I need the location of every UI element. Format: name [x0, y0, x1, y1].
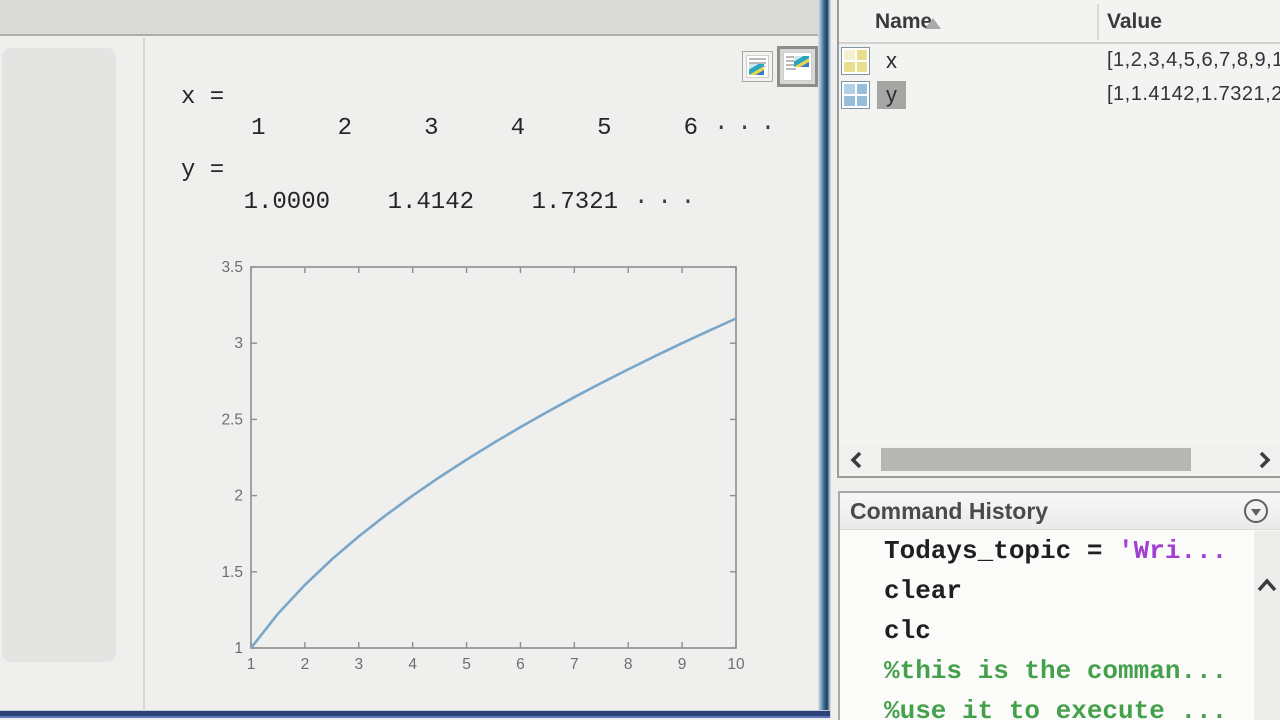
- editor-pane-divider[interactable]: [143, 38, 145, 710]
- output-side-by-side-toggle-button[interactable]: [777, 46, 818, 87]
- workspace-row[interactable]: y [1,1.4142,1.7321,2: [839, 78, 1280, 112]
- panel-menu-icon[interactable]: [1244, 499, 1268, 523]
- output-y-values: 1.0000 1.4142 1.7321 ···: [186, 189, 704, 216]
- numeric-matrix-icon-blue: [841, 81, 870, 109]
- variable-name[interactable]: y: [877, 81, 906, 109]
- workspace-column-name[interactable]: Name: [875, 10, 933, 33]
- history-item[interactable]: clc: [840, 611, 1254, 651]
- history-text-segment: 'Wri...: [1118, 536, 1228, 566]
- history-text-segment: clear: [884, 576, 963, 606]
- history-text-segment: clc: [884, 616, 931, 646]
- svg-text:6: 6: [516, 656, 525, 673]
- workspace-column-value[interactable]: Value: [1107, 10, 1162, 33]
- svg-text:1: 1: [247, 656, 256, 673]
- output-inline-icon: [746, 55, 769, 78]
- workspace-header: Name Value: [839, 0, 1280, 44]
- command-history-title: Command History: [850, 498, 1049, 524]
- output-value: 1.0000: [243, 189, 330, 216]
- output-value: 1.4142: [387, 189, 474, 216]
- workspace-rows: x [1,2,3,4,5,6,7,8,9,1 y [1,1.4142,1.7321,2: [839, 44, 1280, 112]
- output-y-label: y =: [181, 157, 225, 184]
- svg-text:2.5: 2.5: [221, 411, 243, 428]
- variable-name[interactable]: x: [886, 48, 897, 73]
- numeric-matrix-icon-yellow: [841, 47, 870, 75]
- svg-text:7: 7: [570, 656, 579, 673]
- history-item[interactable]: Todays_topic = 'Wri...: [840, 531, 1254, 571]
- svg-text:3: 3: [234, 335, 243, 352]
- sort-ascending-icon[interactable]: [925, 18, 941, 29]
- workspace-horizontal-scrollbar[interactable]: [839, 446, 1280, 473]
- history-item[interactable]: %use it to execute ...: [840, 691, 1254, 720]
- history-item[interactable]: clear: [840, 571, 1254, 611]
- plot-figure: 1 2 3 4 5 6 7 8 9 10 1 1.5 2 2.5 3 3.5: [221, 259, 745, 673]
- plot-figure-container: 1 2 3 4 5 6 7 8 9 10 1 1.5 2 2.5 3 3.5: [205, 253, 765, 673]
- scroll-up-icon[interactable]: [1255, 575, 1279, 599]
- window-right-border: [818, 0, 831, 718]
- output-value: 4: [510, 115, 525, 142]
- history-item[interactable]: %this is the comman...: [840, 651, 1254, 691]
- svg-text:2: 2: [234, 488, 243, 505]
- scroll-right-icon[interactable]: [1250, 446, 1278, 473]
- workspace-panel: Name Value x [1,2,3,4,5,6,7,8,9,1 y [1,1.41…: [837, 0, 1280, 478]
- editor-top-strip: [0, 0, 818, 36]
- output-value: 5: [597, 115, 612, 142]
- svg-text:5: 5: [462, 656, 471, 673]
- output-x-label: x =: [181, 84, 225, 111]
- column-divider[interactable]: [1097, 4, 1099, 40]
- svg-text:2: 2: [301, 656, 310, 673]
- svg-text:1: 1: [234, 640, 243, 657]
- variable-value[interactable]: [1,1.4142,1.7321,2: [1107, 83, 1280, 105]
- output-side-by-side-icon: [783, 52, 812, 81]
- scroll-left-icon[interactable]: [843, 446, 871, 473]
- command-history-header: Command History: [840, 493, 1280, 530]
- output-value: 6: [683, 115, 698, 142]
- editor-code-pane: [2, 48, 116, 662]
- command-history-scrollbar[interactable]: [1254, 531, 1280, 720]
- history-text-segment: Todays_topic =: [884, 536, 1119, 566]
- output-inline-toggle-button[interactable]: [742, 51, 773, 82]
- svg-text:8: 8: [624, 656, 633, 673]
- svg-text:10: 10: [727, 656, 745, 673]
- output-value: 1.7321: [531, 189, 618, 216]
- command-history-list: Todays_topic = 'Wri... clear clc %this is t…: [840, 531, 1254, 720]
- svg-text:1.5: 1.5: [221, 564, 243, 581]
- svg-text:3.5: 3.5: [221, 259, 243, 276]
- history-text-segment: %use it to execute ...: [884, 696, 1228, 720]
- svg-text:3: 3: [354, 656, 363, 673]
- window-bottom-border: [0, 710, 830, 718]
- history-text-segment: %this is the comman...: [884, 656, 1228, 686]
- output-value: 3: [424, 115, 439, 142]
- output-ellipsis: ···: [634, 189, 705, 216]
- output-x-values: 1 2 3 4 5 6 ···: [179, 115, 784, 142]
- command-history-panel: Command History Todays_topic = 'Wri... cl…: [838, 491, 1280, 720]
- scrollbar-thumb[interactable]: [881, 448, 1191, 471]
- svg-text:9: 9: [678, 656, 687, 673]
- svg-text:4: 4: [408, 656, 417, 673]
- output-value: 2: [337, 115, 352, 142]
- workspace-row[interactable]: x [1,2,3,4,5,6,7,8,9,1: [839, 44, 1280, 78]
- variable-value[interactable]: [1,2,3,4,5,6,7,8,9,1: [1107, 49, 1280, 71]
- output-value: 1: [251, 115, 266, 142]
- output-ellipsis: ···: [714, 115, 785, 142]
